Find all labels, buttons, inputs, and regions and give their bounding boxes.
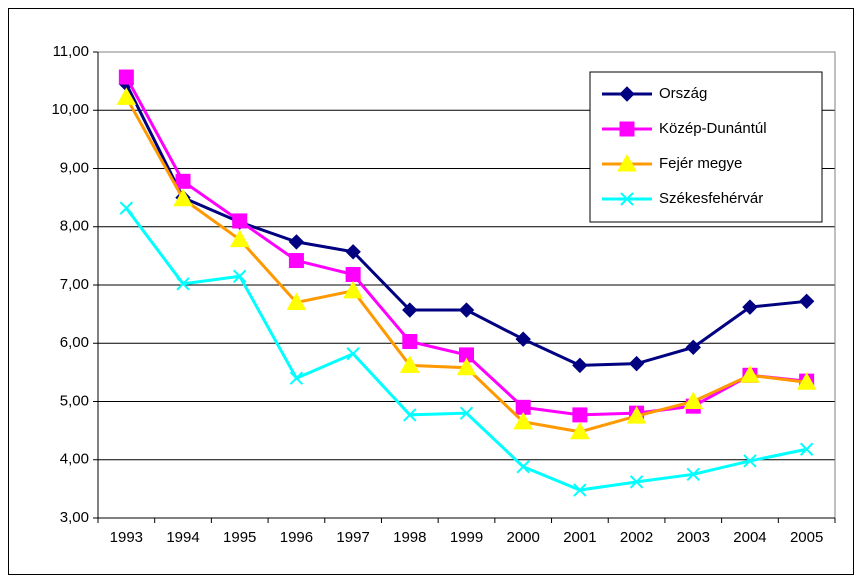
marker <box>232 213 248 229</box>
legend-label: Székesfehérvár <box>659 190 763 207</box>
y-tick-label: 7,00 <box>60 276 89 293</box>
marker <box>119 201 134 215</box>
marker <box>288 253 304 269</box>
y-tick-label: 6,00 <box>60 334 89 351</box>
marker <box>742 299 758 315</box>
x-tick-label: 1998 <box>393 529 426 546</box>
marker <box>796 372 817 390</box>
marker <box>683 391 704 409</box>
marker <box>346 347 360 361</box>
marker <box>743 454 757 468</box>
marker <box>459 406 474 420</box>
x-tick-label: 2000 <box>507 529 540 546</box>
marker <box>513 411 534 430</box>
marker <box>570 421 590 440</box>
y-tick-label: 8,00 <box>60 218 89 235</box>
marker <box>572 407 588 423</box>
marker <box>286 292 307 310</box>
marker <box>399 355 420 373</box>
legend-label: Fejér megye <box>659 155 742 172</box>
marker <box>629 475 644 489</box>
x-tick-label: 2003 <box>677 529 710 546</box>
marker <box>798 293 815 310</box>
marker <box>233 269 247 283</box>
marker <box>456 357 477 376</box>
marker <box>515 331 531 347</box>
marker <box>619 121 635 137</box>
marker <box>345 244 361 260</box>
x-tick-label: 1996 <box>280 529 313 546</box>
marker <box>402 302 418 318</box>
legend-label: Ország <box>659 85 707 102</box>
marker <box>402 334 418 350</box>
marker <box>403 408 417 422</box>
y-tick-label: 3,00 <box>60 509 89 526</box>
y-tick-label: 10,00 <box>51 101 89 118</box>
x-tick-label: 2002 <box>620 529 653 546</box>
marker <box>626 406 647 424</box>
marker <box>173 188 193 207</box>
y-tick-label: 5,00 <box>60 392 89 409</box>
marker <box>617 153 637 172</box>
x-tick-label: 2001 <box>563 529 596 546</box>
marker <box>176 277 190 291</box>
marker <box>345 267 361 283</box>
marker <box>685 339 701 356</box>
marker <box>116 87 137 105</box>
x-tick-label: 2005 <box>790 529 823 546</box>
marker <box>288 234 305 250</box>
x-tick-label: 1999 <box>450 529 483 546</box>
y-tick-label: 9,00 <box>60 159 89 176</box>
marker <box>620 192 634 206</box>
marker <box>458 302 475 318</box>
marker <box>343 280 363 299</box>
marker <box>175 173 191 189</box>
marker <box>229 229 250 248</box>
marker <box>799 442 814 456</box>
x-tick-label: 1994 <box>166 529 199 546</box>
marker <box>516 460 530 474</box>
legend-label: Közép-Dunántúl <box>659 120 767 137</box>
marker <box>572 357 588 374</box>
marker <box>619 86 635 102</box>
marker <box>573 483 587 497</box>
marker <box>289 371 304 385</box>
marker <box>686 467 700 482</box>
x-tick-label: 1997 <box>336 529 369 546</box>
x-tick-label: 1993 <box>110 529 143 546</box>
marker <box>118 69 134 85</box>
marker <box>628 355 645 372</box>
x-tick-label: 1995 <box>223 529 256 546</box>
marker <box>740 365 760 383</box>
x-tick-label: 2004 <box>733 529 766 546</box>
y-tick-label: 11,00 <box>53 43 89 60</box>
y-tick-label: 4,00 <box>60 451 89 468</box>
